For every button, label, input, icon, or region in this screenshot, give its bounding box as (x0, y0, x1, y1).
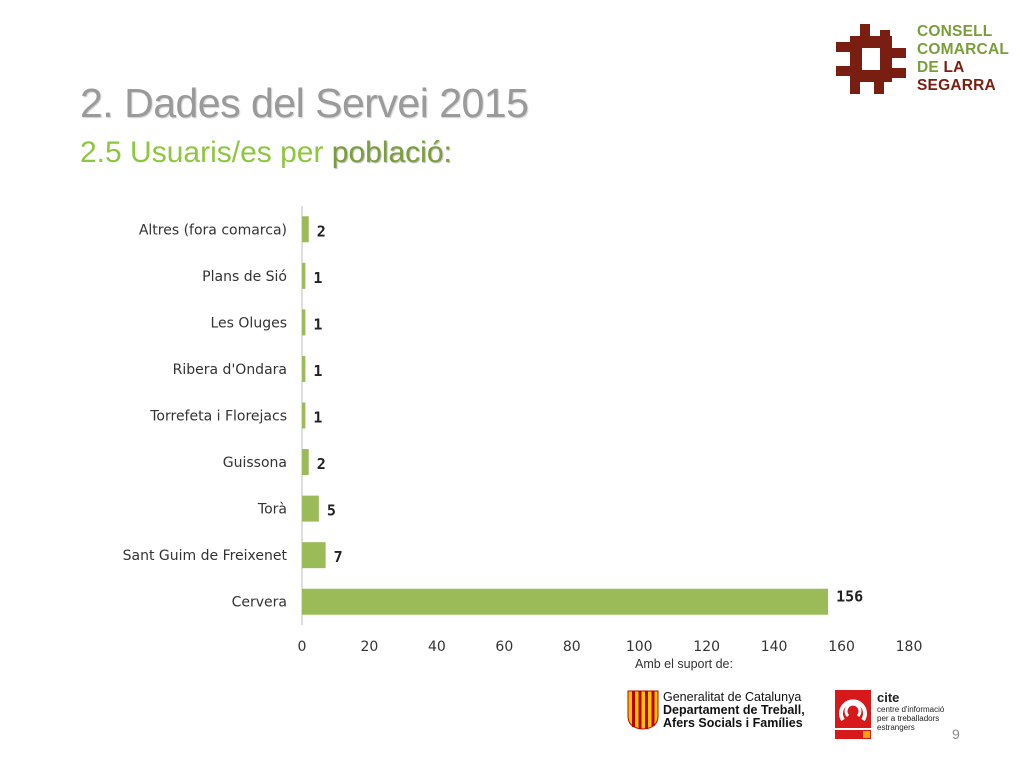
data-label: 2 (317, 455, 326, 473)
x-tick-label: 100 (626, 639, 653, 655)
x-tick-label: 120 (693, 639, 720, 655)
slide-subtitle: 2.5 Usuaris/es per població: (80, 136, 452, 170)
bar (302, 216, 309, 243)
x-tick-label: 0 (298, 639, 307, 655)
data-label: 2 (317, 222, 326, 240)
category-label: Cervera (232, 595, 287, 611)
generalitat-line-3: Afers Socials i Famílies (663, 716, 803, 730)
x-tick-label: 160 (828, 639, 855, 655)
logo-line-3a: DE (917, 59, 944, 76)
bar (302, 542, 326, 569)
x-tick-label: 80 (563, 639, 581, 655)
x-tick-label: 20 (361, 639, 379, 655)
logo-line-3b: LA (943, 59, 965, 76)
category-label: Guissona (223, 455, 287, 471)
x-tick-label: 40 (428, 639, 446, 655)
bar (302, 495, 319, 522)
generalitat-line-2: Departament de Treball, (663, 703, 805, 717)
ccoo-logo-icon (835, 690, 871, 739)
bar (302, 402, 306, 429)
bar (302, 588, 829, 615)
logo-line-1: CONSELL (917, 23, 993, 40)
category-label: Ribera d'Ondara (173, 362, 287, 378)
data-label: 1 (313, 269, 322, 287)
category-label: Torrefeta i Florejacs (149, 409, 287, 425)
x-tick-label: 60 (495, 639, 513, 655)
cite-line-2: per a treballadors (877, 714, 940, 723)
x-tick-label: 140 (761, 639, 788, 655)
data-label: 1 (313, 409, 322, 427)
logo-line-2: COMARCAL (917, 41, 1010, 58)
senyera-shield-icon (627, 690, 659, 730)
bar (302, 355, 306, 382)
cite-text: cite centre d'informació per a treballad… (877, 690, 945, 733)
gear-logo-icon (836, 24, 906, 94)
cite-line-3: estrangers (877, 723, 915, 732)
generalitat-text: Generalitat de Catalunya Departament de … (663, 691, 805, 730)
slide-title: 2. Dades del Servei 2015 (80, 80, 529, 126)
x-tick-label: 180 (896, 639, 923, 655)
data-label: 156 (836, 588, 863, 606)
cite-line-1: centre d'informació (877, 705, 945, 714)
category-label: Altres (fora comarca) (139, 222, 287, 238)
generalitat-logo: Generalitat de Catalunya Departament de … (627, 690, 817, 734)
category-label: Sant Guim de Freixenet (123, 548, 288, 564)
page-number: 9 (952, 726, 960, 742)
generalitat-line-1: Generalitat de Catalunya (663, 690, 802, 704)
cite-logo: cite centre d'informació per a treballad… (835, 690, 945, 742)
category-label: Plans de Sió (202, 269, 287, 285)
bar (302, 262, 306, 289)
category-label: Les Oluges (211, 315, 288, 331)
logo-text: CONSELL COMARCAL DE LA SEGARRA (917, 23, 1009, 95)
data-label: 7 (334, 548, 343, 566)
bar (302, 449, 309, 476)
subtitle-emphasis: població: (331, 136, 452, 169)
cite-name: cite (877, 690, 900, 705)
logo-line-3: DE LA (917, 59, 1009, 77)
support-label: Amb el suport de: (635, 657, 733, 671)
bar (302, 309, 306, 336)
data-label: 1 (313, 362, 322, 380)
consell-comarcal-logo: CONSELL COMARCAL DE LA SEGARRA (836, 20, 1009, 100)
data-label: 1 (313, 315, 322, 333)
category-label: Torà (257, 502, 287, 518)
logo-line-4: SEGARRA (917, 77, 996, 94)
subtitle-prefix: 2.5 Usuaris/es per (80, 136, 332, 169)
data-label: 5 (327, 502, 336, 520)
